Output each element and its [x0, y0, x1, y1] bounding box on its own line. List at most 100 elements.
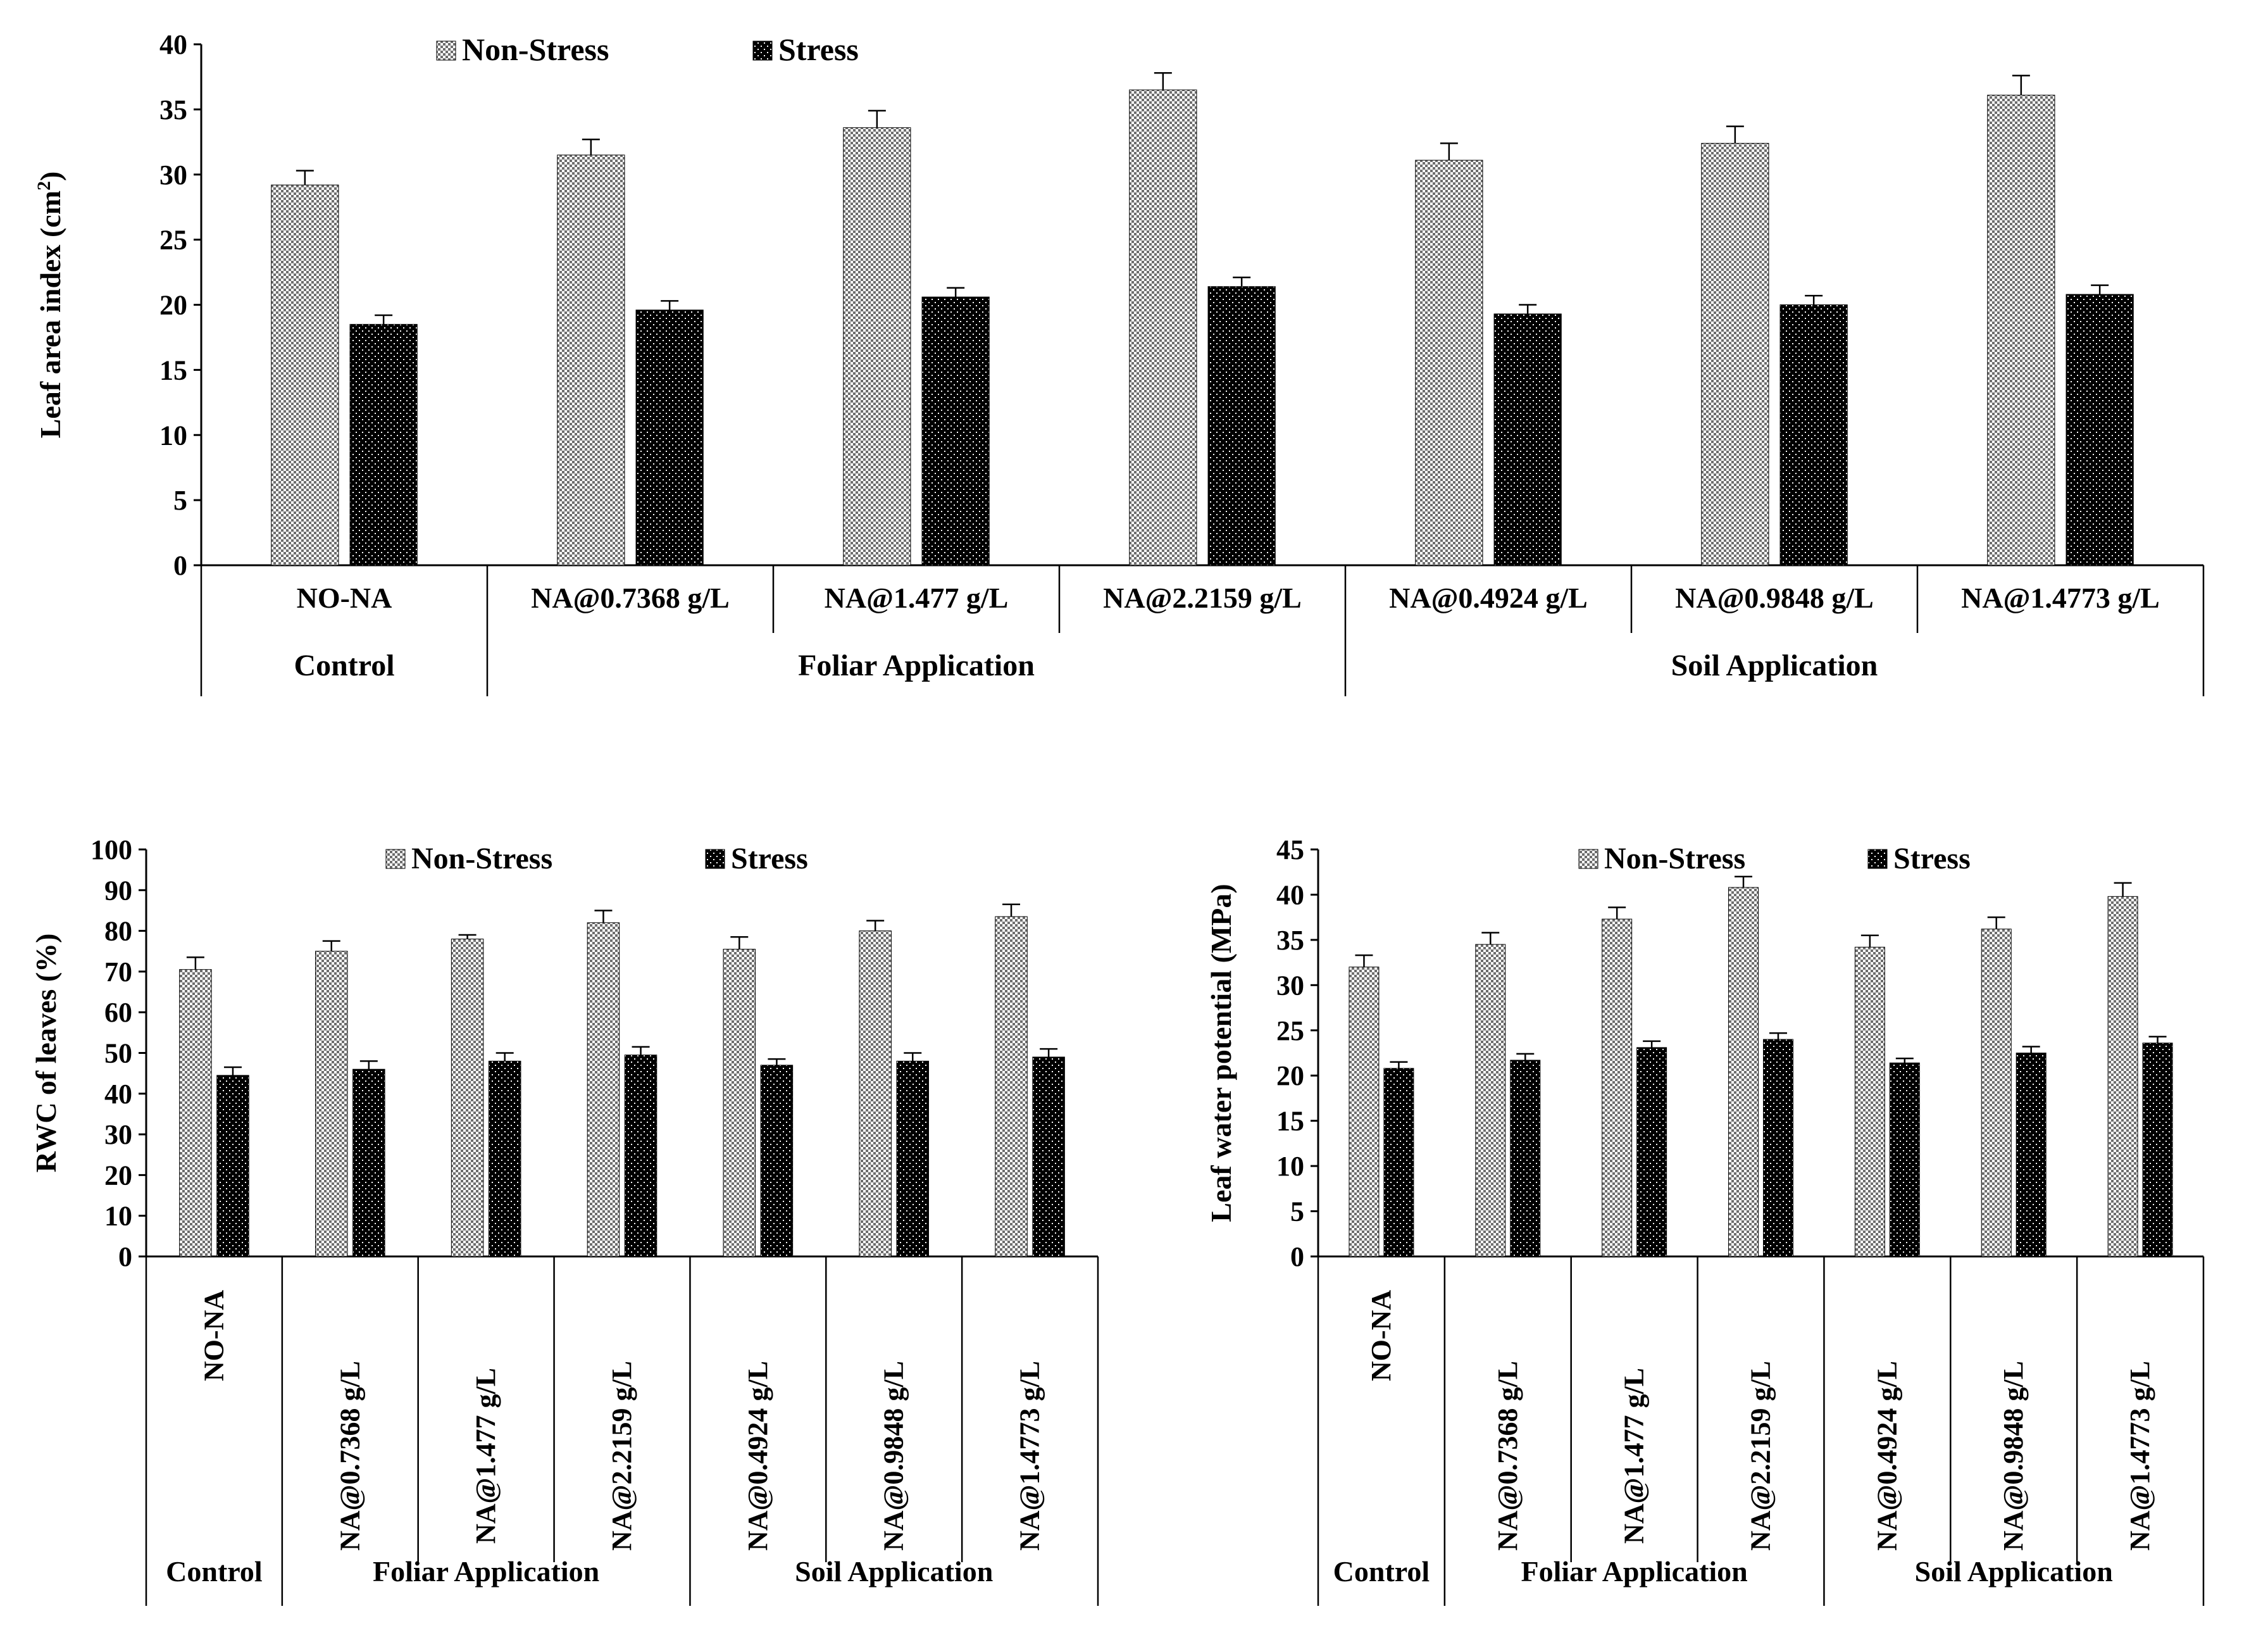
chart-rwc-of-leaves: 0 10 20 30 40 50 60 70 80 90 100 RWC of leaves (%) N… — [30, 834, 1099, 1606]
y-tick-label: 100 — [90, 834, 132, 865]
x-category-label: NA@1.477 g/L — [825, 582, 1009, 614]
y-tick-label: 25 — [159, 225, 187, 256]
group-label-soil-application: Soil Application — [795, 1555, 993, 1588]
bar-non-stress-na-0-4924-g-l — [1415, 160, 1483, 566]
bar-stress-na-0-9848-g-l — [1779, 304, 1848, 566]
x-category-label: NO-NA — [1366, 1290, 1397, 1381]
legend-swatch-non-stress — [1578, 849, 1598, 869]
group-label-control: Control — [166, 1555, 263, 1588]
y-tick-label: 15 — [159, 354, 187, 385]
bar-stress-na-1-4773-g-l — [1032, 1056, 1065, 1257]
legend-swatch-non-stress — [385, 849, 406, 869]
y-tick-label: 35 — [1276, 925, 1304, 956]
legend-label-stress: Stress — [778, 32, 859, 67]
x-category-label: NA@2.2159 g/L — [1745, 1361, 1776, 1551]
bar-stress-na-2-2159-g-l — [1762, 1039, 1793, 1257]
bar-stress-na-1-477-g-l — [921, 296, 990, 566]
legend-swatch-stress — [705, 849, 725, 869]
bar-non-stress-na-0-4924-g-l — [1854, 946, 1885, 1257]
y-tick-label: 70 — [104, 956, 132, 987]
bar-non-stress-no-na — [1349, 967, 1380, 1257]
bar-non-stress-na-2-2159-g-l — [587, 922, 620, 1257]
y-tick-label: 10 — [104, 1201, 132, 1232]
bar-stress-na-0-9848-g-l — [2016, 1053, 2047, 1257]
y-tick-label: 40 — [1276, 879, 1304, 910]
group-label-soil-application: Soil Application — [1915, 1555, 2113, 1588]
y-tick-label: 30 — [104, 1119, 132, 1150]
bar-non-stress-na-1-477-g-l — [1602, 918, 1633, 1257]
bar-stress-na-0-7368-g-l — [635, 310, 704, 566]
legend-swatch-stress — [1867, 849, 1888, 869]
legend-swatch-non-stress — [436, 41, 456, 61]
legend-label-stress: Stress — [731, 842, 808, 875]
y-axis-label-text: RWC of leaves (%) — [30, 934, 62, 1173]
x-category-label: NA@0.4924 g/L — [1389, 582, 1588, 614]
bar-non-stress-na-0-9848-g-l — [1701, 142, 1769, 566]
x-category-label: NA@0.7368 g/L — [334, 1361, 365, 1551]
x-category-label: NA@1.477 g/L — [470, 1368, 501, 1544]
chart-leaf-area-index: 0 5 10 15 20 25 30 35 40 Leaf area index (cm2) NO-… — [34, 29, 2205, 696]
bar-non-stress-na-0-7368-g-l — [315, 951, 348, 1257]
x-category-label: NA@1.477 g/L — [1619, 1368, 1650, 1544]
group-label-soil-application: Soil Application — [1671, 649, 1878, 682]
x-category-label: NA@2.2159 g/L — [1103, 582, 1302, 614]
x-category-label: NA@0.4924 g/L — [742, 1361, 773, 1551]
legend-label-stress: Stress — [1893, 842, 1971, 875]
y-tick-label: 5 — [173, 485, 187, 516]
y-tick-label: 5 — [1290, 1196, 1304, 1227]
y-tick-label: 80 — [104, 916, 132, 947]
y-axis-label-tail: ) — [34, 172, 66, 181]
bar-stress-na-0-7368-g-l — [1510, 1060, 1541, 1257]
chart-leaf-water-potential: 0 5 10 15 20 25 30 35 40 45 Leaf water potential (… — [1205, 834, 2205, 1606]
bar-stress-na-1-4773-g-l — [2142, 1043, 2173, 1257]
bar-non-stress-na-1-477-g-l — [843, 127, 911, 566]
y-tick-label: 35 — [159, 94, 187, 125]
bar-stress-na-0-9848-g-l — [896, 1060, 930, 1257]
bar-non-stress-na-0-9848-g-l — [859, 930, 892, 1257]
bar-stress-no-na — [1383, 1068, 1414, 1257]
y-tick-label: 20 — [159, 290, 187, 321]
y-tick-label: 10 — [1276, 1151, 1304, 1182]
group-label-foliar-application: Foliar Application — [1521, 1555, 1748, 1588]
legend-label-non-stress: Non-Stress — [411, 842, 552, 875]
bar-stress-na-0-4924-g-l — [1889, 1062, 1920, 1257]
legend-label-non-stress: Non-Stress — [462, 32, 609, 67]
y-tick-label: 20 — [104, 1160, 132, 1191]
y-tick-label: 50 — [104, 1038, 132, 1069]
bar-non-stress-na-0-7368-g-l — [557, 154, 625, 566]
bar-stress-na-1-4773-g-l — [2066, 294, 2134, 566]
bar-stress-na-0-7368-g-l — [352, 1068, 385, 1257]
bar-stress-na-0-4924-g-l — [1493, 313, 1562, 566]
x-category-label: NA@0.7368 g/L — [531, 582, 730, 614]
y-axis-label-superscript: 2 — [34, 181, 54, 191]
group-label-foliar-application: Foliar Application — [373, 1555, 599, 1588]
bar-non-stress-no-na — [271, 184, 339, 566]
bar-stress-no-na — [349, 323, 418, 566]
bar-stress-no-na — [216, 1075, 249, 1257]
bar-non-stress-na-1-4773-g-l — [995, 916, 1028, 1257]
y-tick-label: 30 — [159, 160, 187, 191]
x-category-label: NA@0.7368 g/L — [1492, 1361, 1523, 1551]
legend-swatch-stress — [752, 41, 773, 61]
bar-non-stress-na-1-477-g-l — [451, 938, 484, 1257]
y-tick-label: 30 — [1276, 970, 1304, 1001]
x-category-label: NA@2.2159 g/L — [606, 1361, 637, 1551]
bar-non-stress-na-1-4773-g-l — [2107, 896, 2138, 1257]
bar-stress-na-0-4924-g-l — [760, 1065, 794, 1257]
x-category-label: NA@0.9848 g/L — [1998, 1361, 2029, 1551]
group-label-control: Control — [1333, 1555, 1430, 1588]
y-tick-label: 90 — [104, 875, 132, 906]
bar-stress-na-1-477-g-l — [488, 1060, 521, 1257]
y-axis-label: Leaf area index (cm2) — [34, 172, 67, 439]
bar-non-stress-na-1-4773-g-l — [1987, 94, 2055, 566]
y-tick-label: 20 — [1276, 1060, 1304, 1091]
x-category-label: NA@1.4773 g/L — [1014, 1361, 1045, 1551]
bar-non-stress-na-2-2159-g-l — [1129, 89, 1197, 566]
legend-label-non-stress: Non-Stress — [1604, 842, 1745, 875]
x-category-label: NA@1.4773 g/L — [1961, 582, 2160, 614]
y-tick-label: 15 — [1276, 1106, 1304, 1137]
x-category-label: NA@0.4924 g/L — [1871, 1361, 1902, 1551]
y-axis-label: Leaf water potential (MPa) — [1205, 884, 1237, 1222]
x-category-label: NA@0.9848 g/L — [1675, 582, 1874, 614]
